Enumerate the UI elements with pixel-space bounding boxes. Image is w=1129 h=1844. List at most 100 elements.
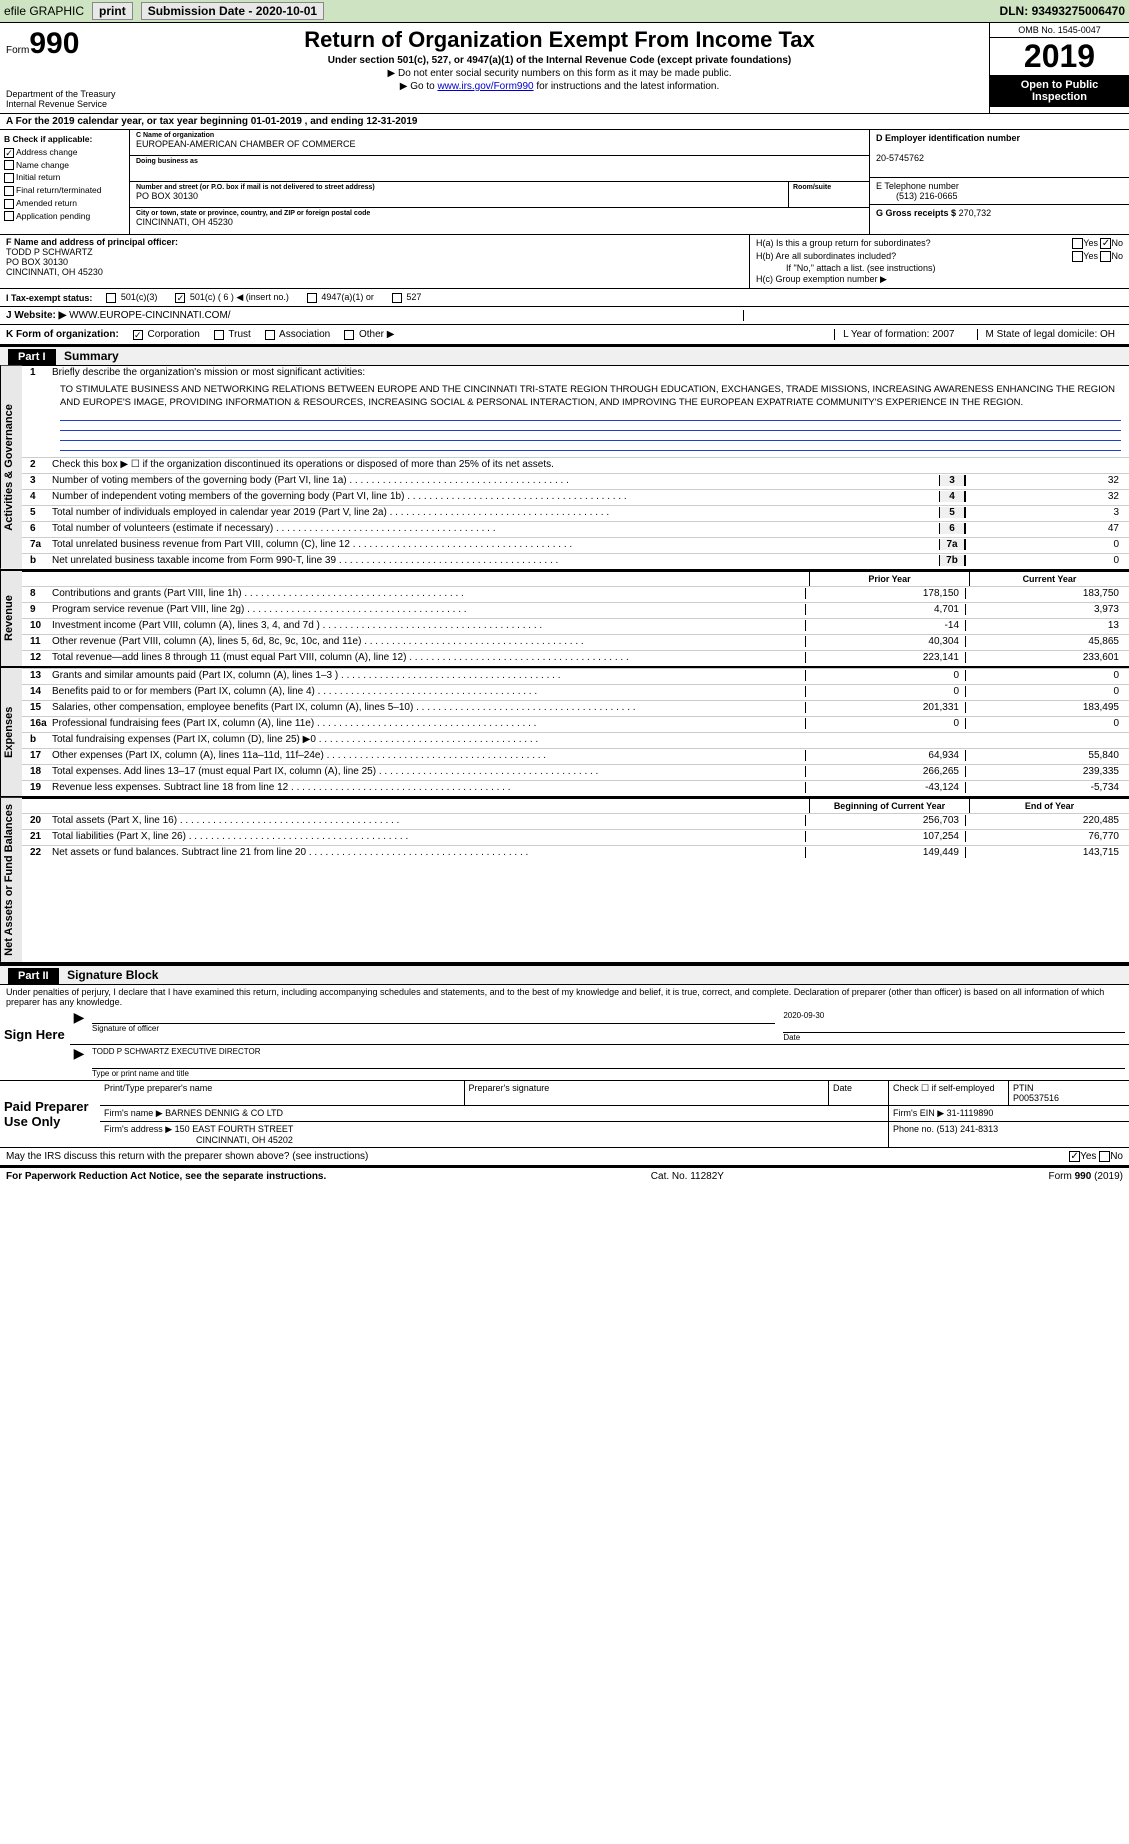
ein-cell: D Employer identification number 20-5745… xyxy=(870,130,1129,178)
form-org-opt[interactable]: Other ▶ xyxy=(344,329,394,340)
street-cell: Number and street (or P.O. box if mail i… xyxy=(130,182,789,207)
row-f-h: F Name and address of principal officer:… xyxy=(0,235,1129,289)
line-12: 12Total revenue—add lines 8 through 11 (… xyxy=(22,650,1129,666)
checkbox-address-change[interactable]: ✓Address change xyxy=(4,146,125,159)
summary-line-7b: bNet unrelated business taxable income f… xyxy=(22,553,1129,569)
h-a-yesno: Yes ✓No xyxy=(1072,238,1123,249)
arrow-icon: ▶ xyxy=(70,1009,88,1044)
sidetab-revenue: Revenue xyxy=(0,571,22,666)
line-19: 19Revenue less expenses. Subtract line 1… xyxy=(22,780,1129,796)
checkbox-final-return-terminated[interactable]: Final return/terminated xyxy=(4,184,125,197)
dept-treasury: Department of the Treasury Internal Reve… xyxy=(6,89,124,109)
tax-status-opt[interactable]: 527 xyxy=(392,292,422,302)
summary-line-3: 3Number of voting members of the governi… xyxy=(22,473,1129,489)
state-domicile: M State of legal domicile: OH xyxy=(977,329,1124,340)
discuss-row: May the IRS discuss this return with the… xyxy=(0,1148,1129,1167)
ptin-value: P00537516 xyxy=(1013,1093,1059,1103)
tax-status-opt[interactable]: 501(c)(3) xyxy=(106,292,157,302)
tax-status-opt[interactable]: ✓ 501(c) ( 6 ) ◀ (insert no.) xyxy=(175,292,288,302)
firm-addr1: 150 EAST FOURTH STREET xyxy=(175,1124,294,1134)
row-a-tax-year: A For the 2019 calendar year, or tax yea… xyxy=(0,114,1129,130)
line-22: 22Net assets or fund balances. Subtract … xyxy=(22,845,1129,861)
expenses-section: Expenses 13Grants and similar amounts pa… xyxy=(0,668,1129,798)
firm-addr2: CINCINNATI, OH 45202 xyxy=(104,1135,293,1145)
website-value: WWW.EUROPE-CINCINNATI.COM/ xyxy=(69,310,230,321)
line-21: 21Total liabilities (Part X, line 26) 10… xyxy=(22,829,1129,845)
form-org-opt[interactable]: Association xyxy=(265,329,330,340)
checkbox-amended-return[interactable]: Amended return xyxy=(4,197,125,210)
efile-topbar: efile GRAPHIC print Submission Date - 20… xyxy=(0,0,1129,23)
mission-text: TO STIMULATE BUSINESS AND NETWORKING REL… xyxy=(22,382,1129,411)
paid-preparer-block: Paid Preparer Use Only Print/Type prepar… xyxy=(0,1081,1129,1148)
sign-date: 2020-09-30 xyxy=(783,1011,1125,1020)
phone-value: (513) 216-0665 xyxy=(876,191,958,201)
line-15: 15Salaries, other compensation, employee… xyxy=(22,700,1129,716)
submission-date: Submission Date - 2020-10-01 xyxy=(141,2,324,20)
paid-preparer-label: Paid Preparer Use Only xyxy=(0,1081,100,1147)
form-org-opt[interactable]: ✓ Corporation xyxy=(133,329,200,340)
part-i-bar: Part I Summary xyxy=(0,345,1129,366)
discuss-no[interactable] xyxy=(1099,1151,1110,1162)
form-title: Return of Organization Exempt From Incom… xyxy=(136,27,983,53)
firm-ein: 31-1119890 xyxy=(947,1108,994,1118)
checkbox-application-pending[interactable]: Application pending xyxy=(4,210,125,223)
irs-link[interactable]: www.irs.gov/Form990 xyxy=(437,81,533,92)
group-return: H(a) Is this a group return for subordin… xyxy=(749,235,1129,288)
ein-value: 20-5745762 xyxy=(876,153,924,163)
city-cell: City or town, state or province, country… xyxy=(130,208,869,234)
line-b: bTotal fundraising expenses (Part IX, co… xyxy=(22,732,1129,748)
omb-number: OMB No. 1545-0047 xyxy=(990,23,1129,38)
tax-year: 2019 xyxy=(990,38,1129,75)
row-k-form-org: K Form of organization: ✓ Corporation Tr… xyxy=(0,325,1129,345)
signature-line[interactable] xyxy=(92,1023,775,1024)
year-formation: L Year of formation: 2007 xyxy=(834,329,962,340)
city-state-zip: CINCINNATI, OH 45230 xyxy=(136,217,863,227)
sidetab-activities: Activities & Governance xyxy=(0,366,22,569)
open-to-public: Open to Public Inspection xyxy=(990,75,1129,107)
form-header: Form990 Department of the Treasury Inter… xyxy=(0,23,1129,114)
gross-receipts-cell: G Gross receipts $ 270,732 xyxy=(870,205,1129,231)
line-20: 20Total assets (Part X, line 16) 256,703… xyxy=(22,813,1129,829)
instructions-link-line: ▶ Go to www.irs.gov/Form990 for instruct… xyxy=(136,81,983,92)
checkbox-initial-return[interactable]: Initial return xyxy=(4,171,125,184)
page-footer: For Paperwork Reduction Act Notice, see … xyxy=(0,1167,1129,1185)
discuss-yes[interactable]: ✓ xyxy=(1069,1151,1080,1162)
line-14: 14Benefits paid to or for members (Part … xyxy=(22,684,1129,700)
summary-line-7a: 7aTotal unrelated business revenue from … xyxy=(22,537,1129,553)
ssn-note: ▶ Do not enter social security numbers o… xyxy=(136,68,983,79)
org-name: EUROPEAN-AMERICAN CHAMBER OF COMMERCE xyxy=(136,139,863,149)
line-16a: 16aProfessional fundraising fees (Part I… xyxy=(22,716,1129,732)
revenue-section: Revenue Prior Year Current Year 8Contrib… xyxy=(0,571,1129,668)
h-a-no[interactable]: ✓ xyxy=(1100,238,1111,249)
line-11: 11Other revenue (Part VIII, column (A), … xyxy=(22,634,1129,650)
org-name-cell: C Name of organization EUROPEAN-AMERICAN… xyxy=(130,130,869,156)
h-b-yesno: Yes No xyxy=(1072,251,1123,262)
h-b-no[interactable] xyxy=(1100,251,1111,262)
firm-phone: (513) 241-8313 xyxy=(937,1124,999,1134)
h-a-yes[interactable] xyxy=(1072,238,1083,249)
row-j-website: J Website: ▶ WWW.EUROPE-CINCINNATI.COM/ xyxy=(0,307,1129,325)
print-button[interactable]: print xyxy=(92,2,133,20)
h-b-yes[interactable] xyxy=(1072,251,1083,262)
col-b-checkboxes: B Check if applicable: ✓Address changeNa… xyxy=(0,130,130,234)
line-17: 17Other expenses (Part IX, column (A), l… xyxy=(22,748,1129,764)
mission-line xyxy=(60,411,1121,421)
phone-cell: E Telephone number (513) 216-0665 xyxy=(870,178,1129,205)
line-18: 18Total expenses. Add lines 13–17 (must … xyxy=(22,764,1129,780)
sign-here-label: Sign Here xyxy=(0,1009,70,1080)
arrow-icon: ▶ xyxy=(70,1045,88,1080)
room-suite-cell: Room/suite xyxy=(789,182,869,207)
dba-cell: Doing business as xyxy=(130,156,869,182)
form-org-opt[interactable]: Trust xyxy=(214,329,251,340)
summary-line-5: 5Total number of individuals employed in… xyxy=(22,505,1129,521)
sidetab-expenses: Expenses xyxy=(0,668,22,796)
activities-governance-section: Activities & Governance 1Briefly describ… xyxy=(0,366,1129,571)
tax-status-opt[interactable]: 4947(a)(1) or xyxy=(307,292,374,302)
firm-name: BARNES DENNIG & CO LTD xyxy=(165,1108,283,1118)
form-number: Form990 xyxy=(6,27,124,61)
section-identity: B Check if applicable: ✓Address changeNa… xyxy=(0,130,1129,235)
form-catalog: Form 990 (2019) xyxy=(1049,1171,1123,1182)
penalties-statement: Under penalties of perjury, I declare th… xyxy=(0,985,1129,1009)
checkbox-name-change[interactable]: Name change xyxy=(4,159,125,172)
sidetab-net: Net Assets or Fund Balances xyxy=(0,798,22,962)
